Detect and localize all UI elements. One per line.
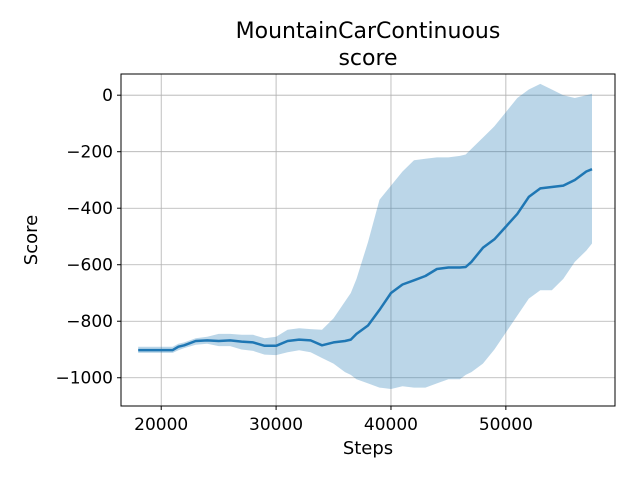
score-mean-line bbox=[138, 168, 593, 352]
grid-layer bbox=[121, 74, 615, 406]
line-layer bbox=[138, 168, 593, 352]
x-axis-label: Steps bbox=[343, 438, 393, 459]
x-tick-label: 40000 bbox=[364, 415, 418, 435]
y-axis-label: Score bbox=[21, 215, 42, 265]
y-tick-label: −800 bbox=[66, 312, 113, 332]
x-tick-label: 30000 bbox=[249, 415, 303, 435]
band-layer bbox=[138, 83, 592, 390]
chart-title-line-1: MountainCarContinuous bbox=[236, 19, 501, 44]
x-tick-label: 50000 bbox=[479, 415, 533, 435]
y-tick-label: 0 bbox=[102, 86, 113, 106]
y-tick-label: −400 bbox=[66, 199, 113, 219]
y-tick-label: −600 bbox=[66, 256, 113, 276]
score-std-band bbox=[138, 83, 592, 390]
y-tick-label: −200 bbox=[66, 143, 113, 163]
x-tick-label: 20000 bbox=[134, 415, 188, 435]
x-tick-layer: 20000 30000 40000 50000 bbox=[134, 406, 533, 435]
chart-title-line-2: score bbox=[338, 46, 397, 71]
plot-frame bbox=[120, 73, 616, 407]
y-tick-layer: 0 −200 −400 −600 −800 −1000 bbox=[55, 86, 121, 389]
y-tick-label: −1000 bbox=[55, 369, 113, 389]
